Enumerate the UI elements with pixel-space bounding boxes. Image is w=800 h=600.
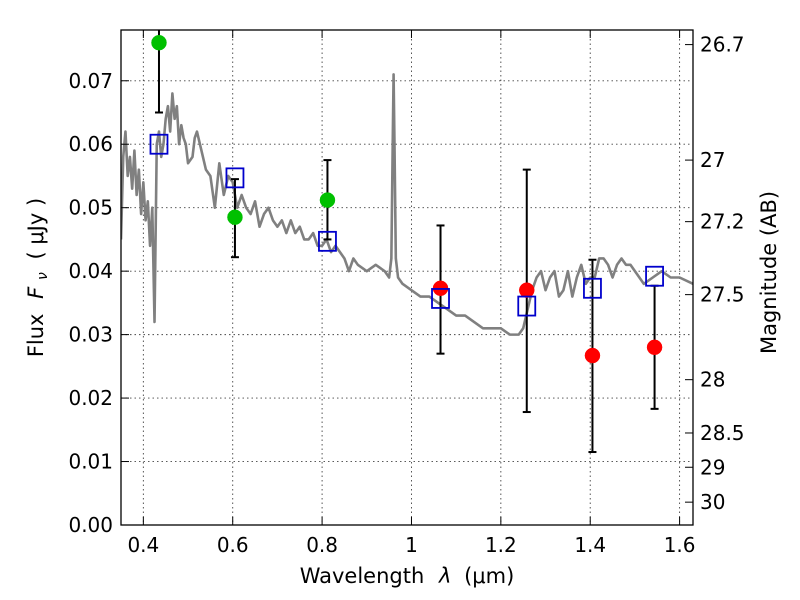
x-tick-label: 1.2 <box>485 533 517 557</box>
model-flux-box <box>583 277 602 299</box>
x-axis-label-unit: (μm) <box>464 564 514 588</box>
y2-tick-label: 30 <box>700 490 725 514</box>
data-point <box>646 339 663 356</box>
y-axis-label-subscript: ν <box>35 272 51 280</box>
grid-lines <box>121 30 693 526</box>
x-axis-label-symbol: λ <box>438 564 451 588</box>
model-flux-box <box>431 288 450 309</box>
y2-tick-label: 27.2 <box>700 210 745 234</box>
y-axis-label: Flux F ν ( μJy ) <box>24 198 52 357</box>
y2-tick-label: 29 <box>700 455 725 479</box>
data-point <box>227 209 243 225</box>
y2-tick-label: 27 <box>700 148 725 172</box>
y-axis-label-text: Flux <box>24 314 48 358</box>
y2-tick-label: 28 <box>700 368 725 392</box>
y2-tick-label: 28.5 <box>700 421 745 445</box>
y2-tick-label: 26.7 <box>700 33 745 57</box>
error-bars <box>154 30 659 454</box>
x-tick-label: 1.4 <box>574 533 606 557</box>
template-spectrum <box>121 73 693 336</box>
model-flux-box <box>645 265 664 287</box>
model-flux-box <box>225 167 245 189</box>
data-point <box>519 282 535 298</box>
axis-ticks <box>121 30 693 526</box>
x-tick-label: 0.4 <box>127 533 159 557</box>
x-tick-label: 1.6 <box>664 533 696 557</box>
data-point <box>584 347 601 364</box>
right-axis-label: Magnitude (AB) <box>757 191 781 354</box>
y2-tick-label: 27.5 <box>700 283 745 307</box>
y-tick-label: 0.01 <box>68 450 113 474</box>
x-axis-label-text: Wavelength <box>300 564 425 588</box>
tick-labels: 0.4 0.6 0.8 1 1.2 1.4 1.6 0.00 0.01 0.02 0.03 0.04 0… <box>68 33 744 557</box>
data-point <box>151 34 167 51</box>
y-tick-label: 0.05 <box>68 196 113 220</box>
x-tick-label: 0.6 <box>217 533 249 557</box>
y-axis-label-symbol: F <box>24 286 48 299</box>
x-tick-label: 1 <box>405 533 418 557</box>
y-tick-label: 0.00 <box>68 513 113 537</box>
y-tick-label: 0.03 <box>68 323 113 347</box>
y-tick-label: 0.02 <box>68 386 113 410</box>
x-axis-label: Wavelength λ (μm) <box>300 564 515 588</box>
y-axis-label-unit: ( μJy ) <box>24 198 48 260</box>
spectrum-line <box>121 73 693 336</box>
x-tick-label: 0.8 <box>306 533 338 557</box>
model-flux-box <box>517 295 537 317</box>
model-flux-box <box>318 230 337 252</box>
y-tick-label: 0.04 <box>68 259 113 283</box>
data-markers <box>149 34 664 364</box>
data-point <box>319 192 336 208</box>
y-tick-label: 0.07 <box>68 69 113 93</box>
y-tick-label: 0.06 <box>68 132 113 156</box>
plot-frame <box>120 29 694 526</box>
model-flux-box <box>149 133 169 155</box>
